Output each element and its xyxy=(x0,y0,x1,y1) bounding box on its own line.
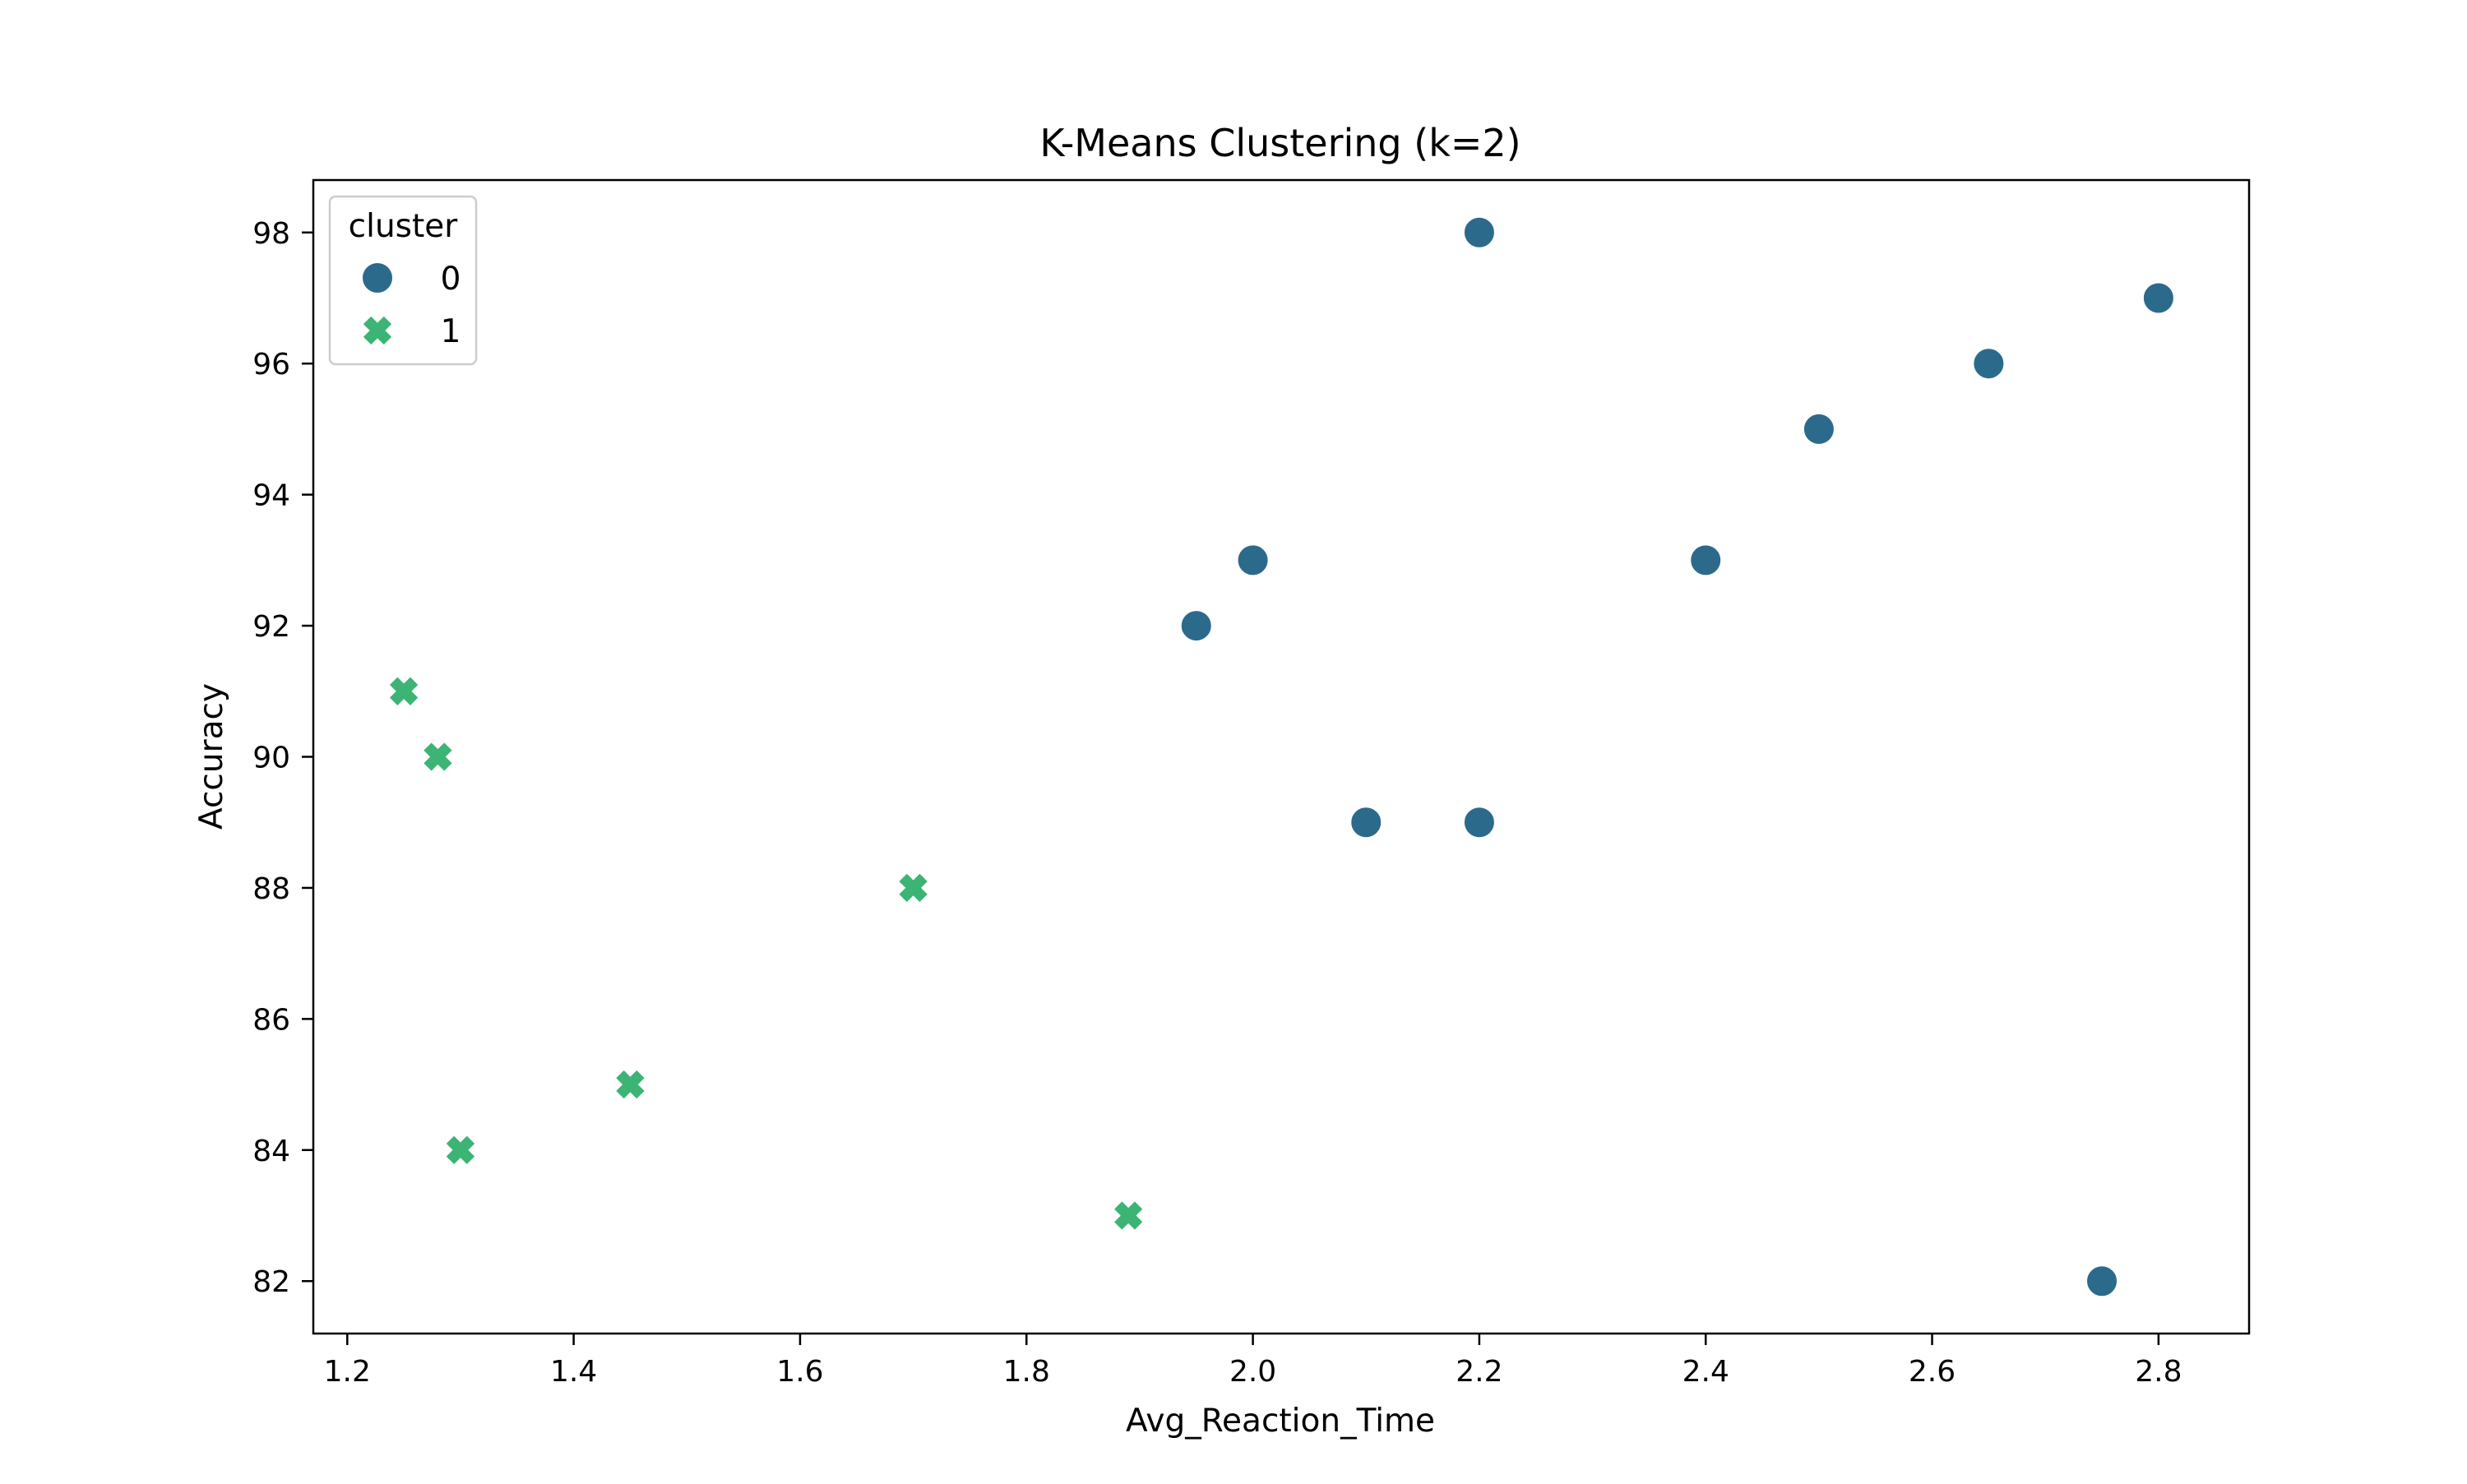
legend-marker-cluster-1 xyxy=(361,314,394,347)
data-point-cluster-0 xyxy=(1972,347,2006,381)
x-tick-label: 1.8 xyxy=(1003,1355,1050,1389)
data-point-cluster-0 xyxy=(2085,1264,2119,1298)
data-point-cluster-0 xyxy=(1349,806,1383,839)
y-tick-label: 98 xyxy=(252,217,290,251)
x-tick-label: 2.8 xyxy=(2135,1355,2182,1389)
x-tick-label: 1.4 xyxy=(550,1355,597,1389)
x-tick-label: 2.6 xyxy=(1909,1355,1956,1389)
data-point-cluster-1 xyxy=(422,741,454,773)
y-tick-label: 86 xyxy=(252,1003,290,1037)
y-tick-label: 84 xyxy=(252,1135,290,1168)
legend-title: cluster xyxy=(349,208,459,245)
data-points-layer xyxy=(387,215,2175,1298)
data-point-cluster-1 xyxy=(897,871,929,904)
y-tick-label: 94 xyxy=(252,479,290,513)
legend-items: 01 xyxy=(361,261,461,350)
x-axis-label: Avg_Reaction_Time xyxy=(1126,1403,1435,1440)
data-point-cluster-0 xyxy=(1179,609,1213,643)
data-point-cluster-1 xyxy=(1112,1200,1145,1232)
legend: cluster 01 xyxy=(328,195,478,366)
data-point-cluster-1 xyxy=(614,1068,646,1101)
data-point-cluster-0 xyxy=(1689,543,1723,577)
y-tick-label: 96 xyxy=(252,348,290,381)
y-tick-label: 82 xyxy=(252,1265,290,1299)
y-tick-label: 92 xyxy=(252,610,290,644)
y-axis-ticks: 82 84 86 88 90 92 94 96 98 xyxy=(252,217,313,1299)
data-point-cluster-0 xyxy=(1462,806,1496,839)
data-point-cluster-1 xyxy=(444,1134,477,1167)
x-tick-label: 2.2 xyxy=(1456,1355,1502,1389)
x-tick-label: 2.4 xyxy=(1682,1355,1729,1389)
data-point-cluster-0 xyxy=(1236,543,1270,577)
legend-label: 1 xyxy=(441,313,461,350)
x-tick-label: 1.6 xyxy=(776,1355,823,1389)
legend-item-cluster-0: 0 xyxy=(361,261,461,298)
legend-item-cluster-1: 1 xyxy=(361,313,461,350)
series-cluster-0 xyxy=(1179,215,2175,1298)
y-axis-label: Accuracy xyxy=(193,683,230,830)
data-point-cluster-0 xyxy=(1462,215,1496,249)
chart-title: K-Means Clustering (k=2) xyxy=(1039,121,1520,165)
data-point-cluster-0 xyxy=(2141,281,2175,315)
series-cluster-1 xyxy=(387,675,1145,1232)
y-tick-label: 88 xyxy=(252,872,290,906)
data-point-cluster-1 xyxy=(387,675,420,708)
x-axis-ticks: 1.2 1.4 1.6 1.8 2.0 2.2 2.4 2.6 2.8 xyxy=(324,1334,2182,1389)
data-point-cluster-0 xyxy=(1802,412,1835,446)
plot-area-frame xyxy=(312,178,2251,1335)
y-tick-label: 90 xyxy=(252,742,290,775)
legend-marker-cluster-0 xyxy=(361,261,394,294)
x-tick-label: 2.0 xyxy=(1229,1355,1276,1389)
x-tick-label: 1.2 xyxy=(324,1355,371,1389)
legend-label: 0 xyxy=(441,261,461,298)
